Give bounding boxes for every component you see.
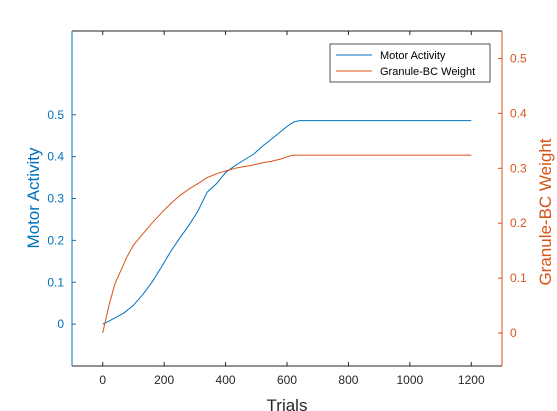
x-tick-label: 1200 bbox=[458, 373, 485, 387]
left-tick-label: 0.1 bbox=[47, 275, 64, 289]
right-tick-label: 0.4 bbox=[510, 106, 527, 120]
legend-box bbox=[329, 43, 491, 83]
x-tick-label: 400 bbox=[216, 373, 236, 387]
right-tick-label: 0.1 bbox=[510, 271, 527, 285]
x-tick-label: 1000 bbox=[397, 373, 424, 387]
right-tick-label: 0.5 bbox=[510, 51, 527, 65]
left-tick-label: 0.5 bbox=[47, 108, 64, 122]
right-tick-label: 0 bbox=[510, 326, 517, 340]
right-tick-label: 0.2 bbox=[510, 216, 527, 230]
x-tick-label: 0 bbox=[99, 373, 106, 387]
left-axis-label: Motor Activity bbox=[24, 147, 43, 249]
axes-layer: 0 200 400 600 800 1000 1200 0 0.1 0.2 0.3 0.4 0.5 0 0.… bbox=[47, 30, 527, 387]
series-line-2 bbox=[102, 154, 472, 334]
right-tick-label: 0.3 bbox=[510, 161, 527, 175]
left-tick-label: 0.3 bbox=[47, 192, 64, 206]
left-tick-label: 0.2 bbox=[47, 233, 64, 247]
series-layer bbox=[102, 120, 472, 334]
x-tick-label: 600 bbox=[277, 373, 297, 387]
plot-area bbox=[72, 31, 502, 366]
legend: Motor Activity Granule-BC Weight bbox=[329, 43, 491, 83]
left-tick-label: 0 bbox=[57, 317, 64, 331]
left-tick-label: 0.4 bbox=[47, 150, 64, 164]
legend-label: Motor Activity bbox=[380, 50, 446, 62]
x-axis-label: Trials bbox=[267, 396, 308, 411]
legend-label: Granule-BC Weight bbox=[380, 66, 475, 78]
right-axis-label: Granule-BC Weight bbox=[536, 138, 555, 285]
x-tick-label: 200 bbox=[154, 373, 174, 387]
x-tick-label: 800 bbox=[338, 373, 358, 387]
